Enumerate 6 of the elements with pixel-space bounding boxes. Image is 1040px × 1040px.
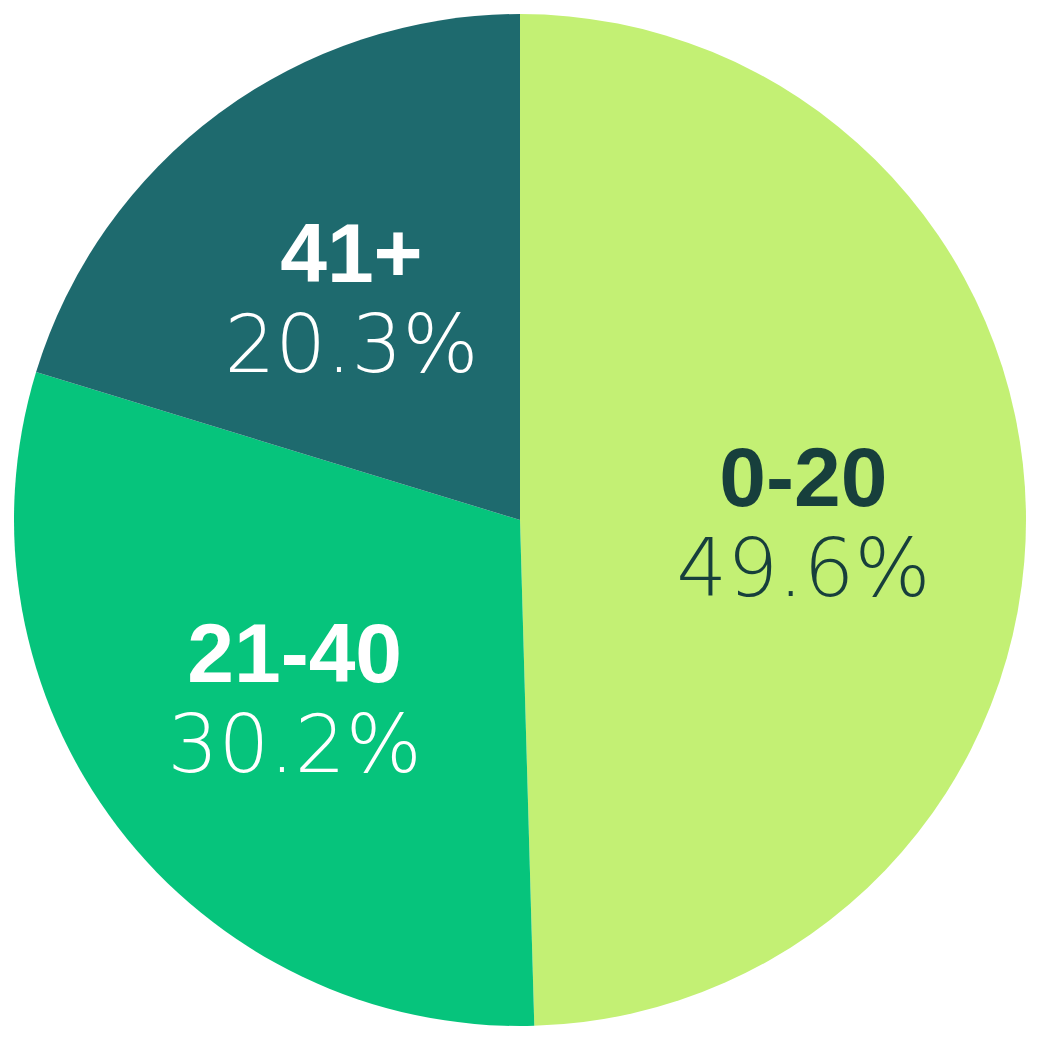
slice-label: 0-20 [719, 430, 888, 524]
data-label: 30.2% [167, 697, 422, 791]
data-label: 49.6% [676, 522, 931, 615]
slice-label: 21-40 [187, 605, 403, 700]
slice-label: 41+ [280, 206, 423, 301]
data-label: 20.3% [224, 298, 479, 392]
